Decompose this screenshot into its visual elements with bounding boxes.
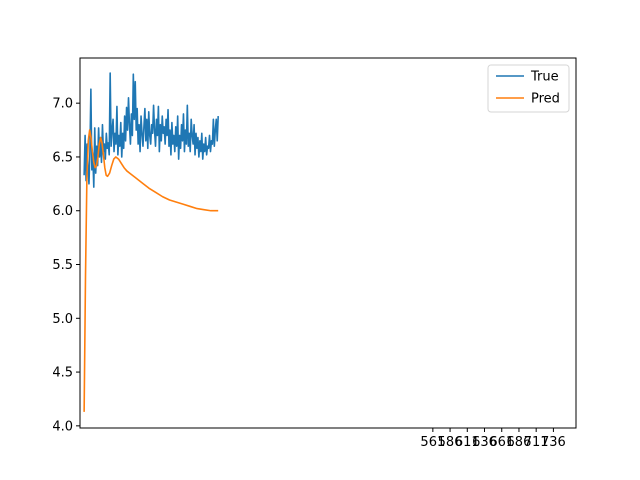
legend: True Pred bbox=[487, 64, 570, 113]
x-tick-label: 686 bbox=[507, 435, 532, 450]
series-line-pred bbox=[83, 129, 219, 412]
y-tick-label: 4.5 bbox=[52, 366, 73, 381]
x-tick-label: 711 bbox=[524, 435, 549, 450]
y-tick-label: 4.0 bbox=[52, 419, 73, 434]
y-tick-label: 6.0 bbox=[52, 204, 73, 219]
y-tick-label: 7.0 bbox=[52, 97, 73, 112]
legend-label-true: True bbox=[530, 70, 559, 85]
x-tick-label: 561 bbox=[420, 435, 445, 450]
y-tick-label: 6.5 bbox=[52, 150, 73, 165]
x-tick-label: 736 bbox=[541, 435, 566, 450]
y-tick-label: 5.0 bbox=[52, 312, 73, 327]
series-line-true bbox=[83, 72, 219, 188]
y-axis: 4.0 4.5 5.0 5.5 6.0 6.5 7.0 bbox=[52, 97, 80, 434]
x-tick-label: 611 bbox=[455, 435, 480, 450]
x-tick-label: 636 bbox=[472, 435, 497, 450]
x-tick-label: 661 bbox=[489, 435, 514, 450]
plot-area bbox=[83, 72, 219, 412]
legend-label-pred: Pred bbox=[531, 92, 560, 107]
y-tick-label: 5.5 bbox=[52, 258, 73, 273]
x-tick-label: 586 bbox=[438, 435, 463, 450]
axes-frame bbox=[79, 57, 577, 429]
